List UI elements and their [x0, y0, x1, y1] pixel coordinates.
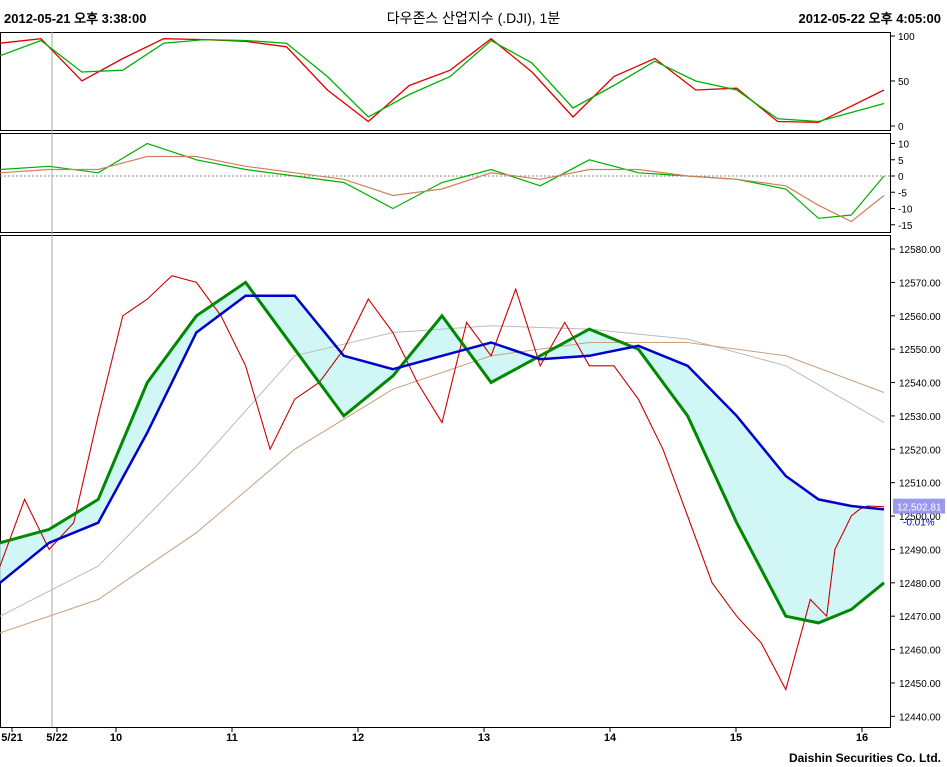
price-tick-label: 12480.00 — [899, 579, 941, 590]
price-tick-label: 12540.00 — [899, 379, 941, 390]
macd-tick-label: -5 — [898, 188, 907, 199]
price-line — [0, 275, 885, 692]
macd-tick-label: -15 — [898, 221, 913, 232]
cloud-fill — [0, 282, 884, 623]
price-tick-label: 12440.00 — [899, 712, 941, 723]
price-tick-label: 12520.00 — [899, 445, 941, 456]
macd-line-1 — [0, 155, 885, 223]
x-tick-label: 16 — [856, 732, 868, 744]
panel-frame-0 — [0, 32, 891, 131]
x-tick-label: 12 — [352, 732, 364, 744]
price-tick-label: 12500.00 — [899, 512, 941, 523]
macd-tick-label: 0 — [898, 172, 904, 183]
macd-tick-label: 5 — [898, 156, 904, 167]
price-tick-label: 12470.00 — [899, 612, 941, 623]
x-tick-label: 10 — [110, 732, 122, 744]
ma-long-tan-line — [0, 342, 885, 634]
copyright-footer: Daishin Securities Co. Ltd. — [788, 751, 941, 765]
price-tick-label: 12580.00 — [899, 245, 941, 256]
x-tick-label: 11 — [226, 732, 238, 744]
macd-tick-label: -10 — [898, 205, 913, 216]
x-tick-label: 15 — [730, 732, 742, 744]
macd-tick-label: 10 — [898, 140, 910, 151]
price-tick-label: 12460.00 — [899, 646, 941, 657]
last-price-change: -0.01% — [903, 518, 935, 529]
price-tick-label: 12570.00 — [899, 278, 941, 289]
x-tick-label: 13 — [478, 732, 490, 744]
stoch-line-1 — [0, 38, 885, 123]
chart-header: 2012-05-21 오후 3:38:00 다우존스 산업지수 (.DJI), … — [0, 0, 947, 30]
price-tick-label: 12510.00 — [899, 479, 941, 490]
price-tick-label: 12560.00 — [899, 312, 941, 323]
price-tick-label: 12450.00 — [899, 679, 941, 690]
x-tick-label: 5/21 — [1, 732, 22, 744]
stoch-tick-label: 100 — [898, 32, 915, 43]
chart-title: 다우존스 산업지수 (.DJI), 1분 — [386, 10, 561, 26]
x-tick-label: 5/22 — [46, 732, 67, 744]
x-tick-label: 14 — [604, 732, 617, 744]
stoch-tick-label: 0 — [898, 122, 904, 133]
stoch-line-0 — [0, 37, 885, 124]
ma-long-gray-line — [0, 325, 885, 617]
price-tick-label: 12530.00 — [899, 412, 941, 423]
stoch-tick-label: 50 — [898, 77, 910, 88]
price-tick-label: 12550.00 — [899, 345, 941, 356]
macd-line-0 — [0, 142, 885, 219]
end-time: 2012-05-22 오후 4:05:00 — [798, 11, 941, 26]
price-tick-label: 12490.00 — [899, 545, 941, 556]
panel-frame-1 — [0, 133, 891, 233]
panel-frame-2 — [0, 235, 891, 728]
ma-blue-line — [0, 294, 885, 584]
last-price-box — [893, 498, 945, 514]
last-price-value: 12,502.81 — [897, 503, 942, 514]
start-time: 2012-05-21 오후 3:38:00 — [4, 11, 147, 26]
